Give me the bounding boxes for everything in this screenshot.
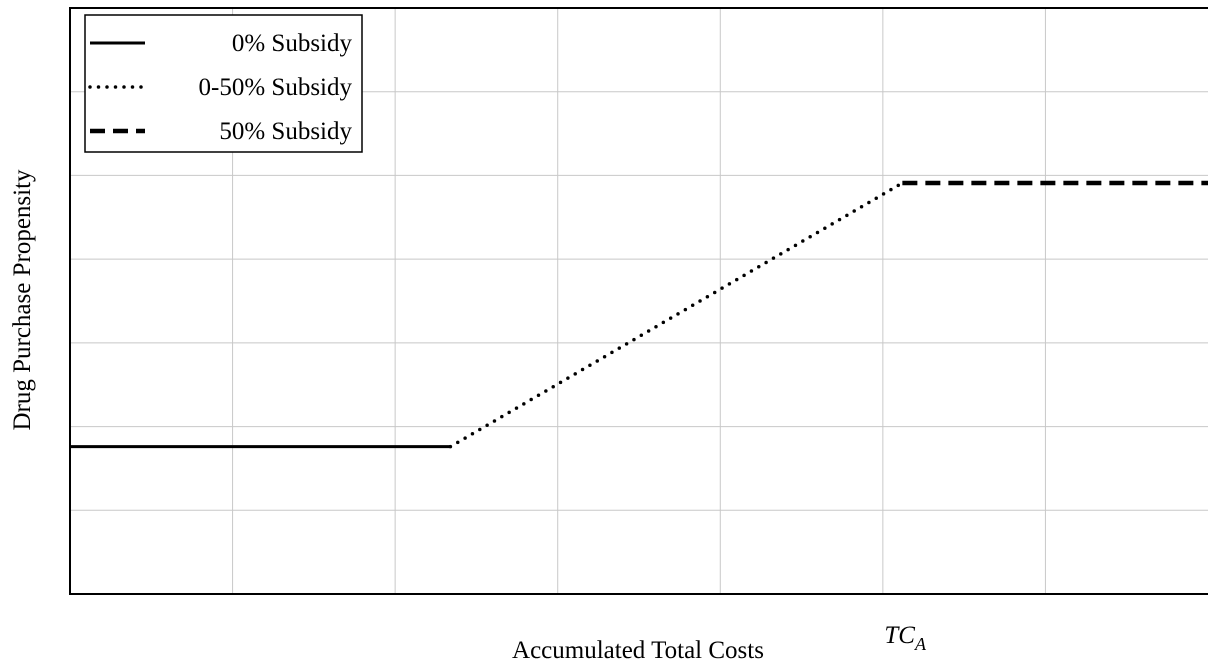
legend: 0% Subsidy 0-50% Subsidy 50% Subsidy	[84, 14, 363, 153]
x-axis-label: Accumulated Total Costs	[512, 637, 764, 664]
line	[448, 181, 905, 449]
annotation-text: TC	[884, 622, 915, 649]
legend-label: 0% Subsidy	[232, 30, 353, 57]
annotation: TCA	[884, 622, 927, 654]
legend-label: 50% Subsidy	[219, 118, 352, 145]
legend-frame	[84, 14, 363, 153]
y-axis-label: Drug Purchase Propensity	[9, 169, 36, 431]
plot-frame	[69, 7, 1208, 595]
legend-label: 0-50% Subsidy	[199, 74, 353, 101]
annotation-subscript: A	[914, 634, 927, 654]
